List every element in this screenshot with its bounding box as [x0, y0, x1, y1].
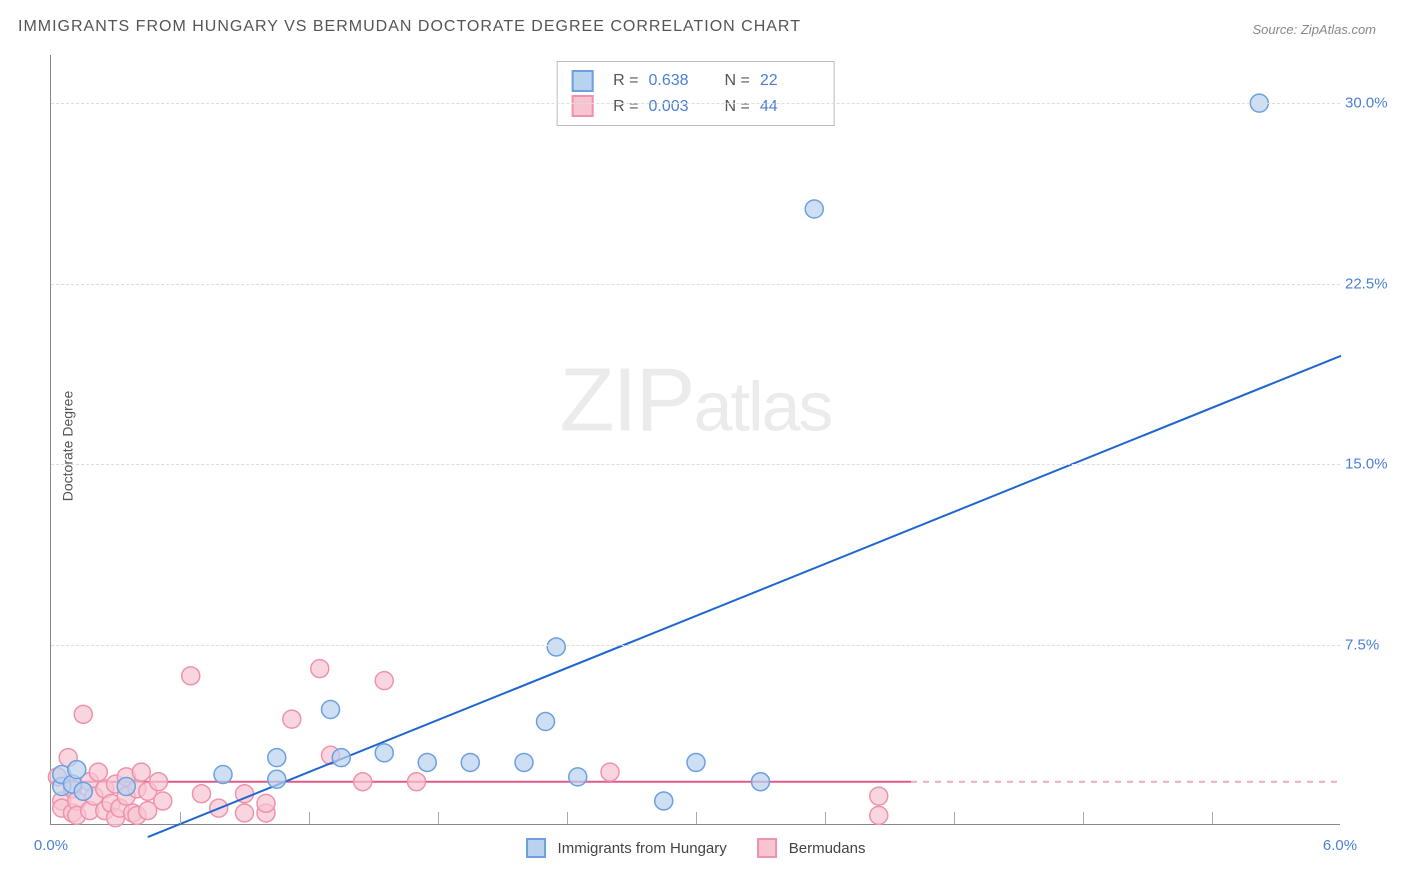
- data-point: [214, 765, 232, 783]
- data-point: [375, 744, 393, 762]
- y-tick-label: 7.5%: [1345, 636, 1400, 653]
- legend-stats: R = 0.638 N = 22 R = 0.003 N = 44: [556, 61, 835, 126]
- legend-stat-row: R = 0.003 N = 44: [571, 94, 820, 120]
- legend-swatch: [571, 95, 593, 117]
- y-tick-label: 22.5%: [1345, 275, 1400, 292]
- stat-n-label: N =: [725, 94, 750, 120]
- data-point: [117, 778, 135, 796]
- trend-line: [148, 356, 1341, 837]
- legend-swatch: [526, 838, 546, 858]
- legend-swatch: [571, 70, 593, 92]
- data-point: [193, 785, 211, 803]
- x-tick: [696, 812, 697, 824]
- data-point: [870, 787, 888, 805]
- y-tick-label: 30.0%: [1345, 95, 1400, 112]
- data-point: [74, 705, 92, 723]
- data-point: [687, 753, 705, 771]
- legend-series: Immigrants from Hungary Bermudans: [526, 838, 866, 858]
- x-tick: [1212, 812, 1213, 824]
- x-tick: [438, 812, 439, 824]
- x-tick: [309, 812, 310, 824]
- data-point: [870, 806, 888, 824]
- source-credit: Source: ZipAtlas.com: [1252, 22, 1376, 37]
- stat-n-label: N =: [725, 68, 750, 94]
- data-point: [461, 753, 479, 771]
- x-axis-max: 6.0%: [1323, 837, 1357, 854]
- data-point: [569, 768, 587, 786]
- legend-label: Immigrants from Hungary: [558, 840, 727, 857]
- data-point: [182, 667, 200, 685]
- x-axis-min: 0.0%: [34, 837, 68, 854]
- stat-r-label: R =: [613, 94, 638, 120]
- data-point: [68, 761, 86, 779]
- gridline: [51, 284, 1340, 285]
- data-point: [268, 770, 286, 788]
- x-tick: [180, 812, 181, 824]
- x-tick: [954, 812, 955, 824]
- legend-label: Bermudans: [789, 840, 866, 857]
- stat-n-value: 22: [760, 68, 820, 94]
- data-point: [537, 713, 555, 731]
- data-point: [601, 763, 619, 781]
- data-point: [752, 773, 770, 791]
- stat-r-value: 0.003: [649, 94, 709, 120]
- chart-title: IMMIGRANTS FROM HUNGARY VS BERMUDAN DOCT…: [18, 18, 801, 36]
- legend-swatch: [757, 838, 777, 858]
- data-point: [655, 792, 673, 810]
- data-point: [354, 773, 372, 791]
- x-tick: [825, 812, 826, 824]
- data-point: [283, 710, 301, 728]
- gridline: [51, 464, 1340, 465]
- data-point: [547, 638, 565, 656]
- x-tick: [567, 812, 568, 824]
- data-point: [515, 753, 533, 771]
- stat-r-label: R =: [613, 68, 638, 94]
- legend-item: Bermudans: [757, 838, 866, 858]
- y-tick-label: 15.0%: [1345, 456, 1400, 473]
- plot-area: ZIPatlas R = 0.638N = 22R = 0.003N = 44 …: [50, 55, 1340, 825]
- data-point: [375, 672, 393, 690]
- x-tick: [1083, 812, 1084, 824]
- data-point: [332, 749, 350, 767]
- data-point: [132, 763, 150, 781]
- legend-stat-row: R = 0.638 N = 22: [571, 68, 820, 94]
- chart-svg: [51, 55, 1340, 824]
- data-point: [311, 660, 329, 678]
- data-point: [154, 792, 172, 810]
- stat-r-value: 0.638: [649, 68, 709, 94]
- data-point: [257, 794, 275, 812]
- data-point: [322, 701, 340, 719]
- gridline: [51, 103, 1340, 104]
- data-point: [418, 753, 436, 771]
- data-point: [150, 773, 168, 791]
- data-point: [408, 773, 426, 791]
- data-point: [74, 782, 92, 800]
- gridline: [51, 645, 1340, 646]
- legend-item: Immigrants from Hungary: [526, 838, 727, 858]
- data-point: [236, 804, 254, 822]
- data-point: [805, 200, 823, 218]
- stat-n-value: 44: [760, 94, 820, 120]
- data-point: [268, 749, 286, 767]
- data-point: [89, 763, 107, 781]
